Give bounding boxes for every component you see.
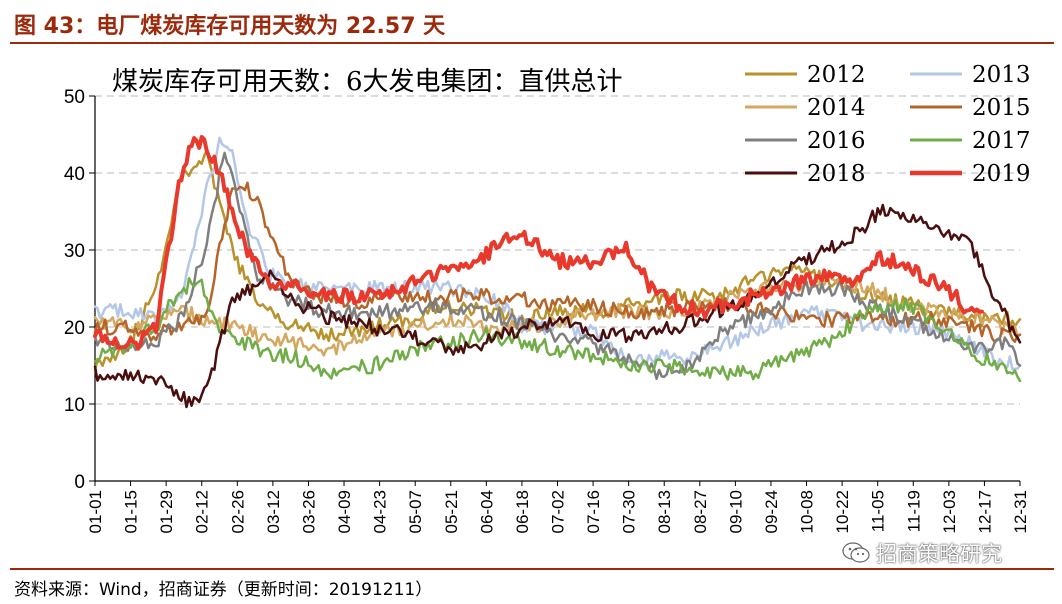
y-tick-labels: 0 10 20 30 40 50 (64, 87, 85, 493)
legend-label-2018: 2018 (807, 161, 866, 187)
x-tick-label: 05-07 (406, 490, 425, 533)
chart-title: 煤炭库存可用天数：6大发电集团：直供总计 (112, 67, 623, 97)
series-line-2016 (93, 151, 1022, 381)
watermark: 招商策略研究 (842, 538, 1002, 568)
legend-label-2017: 2017 (972, 128, 1031, 154)
source-rule (10, 568, 1054, 570)
legend-label-2016: 2016 (807, 128, 866, 154)
legend-label-2014: 2014 (807, 95, 866, 121)
source-note: 资料来源：Wind，招商证券（更新时间：20191211） (14, 580, 433, 600)
x-tick-label: 11-05 (869, 490, 888, 532)
series-line-2014 (93, 273, 1022, 357)
x-tick-label: 04-09 (335, 490, 354, 533)
x-tick-label: 12-31 (1011, 490, 1030, 533)
series-line-2017 (93, 276, 1022, 383)
y-tick-label: 50 (64, 87, 85, 108)
x-tick-label: 02-26 (228, 490, 247, 533)
x-tick-label: 03-12 (264, 490, 283, 533)
y-tick-label: 20 (64, 318, 85, 339)
y-tick-label: 10 (64, 395, 85, 416)
x-tick-label: 05-21 (442, 490, 461, 533)
x-tick-label: 04-23 (371, 490, 390, 533)
legend-label-2012: 2012 (807, 62, 866, 88)
x-tick-label: 01-01 (86, 490, 105, 533)
y-tick-label: 30 (64, 241, 85, 262)
legend-label-2019: 2019 (972, 161, 1031, 187)
figure-title: 图 43：电厂煤炭库存可用天数为 22.57 天 (14, 14, 446, 39)
x-tick-label: 08-13 (655, 490, 674, 533)
x-tick-label: 07-02 (549, 490, 568, 533)
x-tick-label: 12-17 (975, 490, 994, 533)
x-tick-label: 11-19 (904, 490, 923, 532)
x-tick-label: 09-24 (762, 490, 781, 533)
series-lines (93, 135, 1022, 409)
x-tick-label: 02-12 (193, 490, 212, 533)
legend-label-2013: 2013 (972, 62, 1031, 88)
x-tick-label: 07-16 (584, 490, 603, 533)
x-tick-label: 10-22 (833, 490, 852, 533)
series-line-2019 (93, 135, 984, 351)
y-tick-label: 40 (64, 164, 85, 185)
legend-label-2015: 2015 (972, 95, 1031, 121)
y-tick-label: 0 (74, 472, 85, 493)
x-tick-label: 01-15 (122, 490, 141, 533)
line-chart: 0 10 20 30 40 50 01-01 01-15 01-29 02-12 02-26 03-… (64, 62, 1031, 533)
title-rule (10, 42, 1054, 44)
x-tick-label: 07-30 (620, 490, 639, 533)
watermark-text: 招商策略研究 (876, 542, 1002, 566)
x-tick-label: 06-18 (513, 490, 532, 533)
x-tick-label: 03-26 (299, 490, 318, 533)
series-line-2018 (93, 203, 1022, 409)
series-line-2012 (93, 149, 1022, 372)
x-tick-label: 10-08 (798, 490, 817, 533)
x-tick-label: 08-27 (691, 490, 710, 533)
x-tick-label: 06-04 (477, 490, 496, 533)
legend: 2012 2013 2014 2015 2016 2017 2018 2019 (745, 62, 1031, 187)
x-tick-label: 09-10 (726, 490, 745, 533)
x-tick-label: 12-03 (940, 490, 959, 533)
x-tick-label: 01-29 (157, 490, 176, 533)
wechat-icon (842, 542, 870, 563)
axes (89, 95, 1021, 486)
x-tick-labels: 01-01 01-15 01-29 02-12 02-26 03-12 03-26 04-09… (86, 490, 1030, 533)
